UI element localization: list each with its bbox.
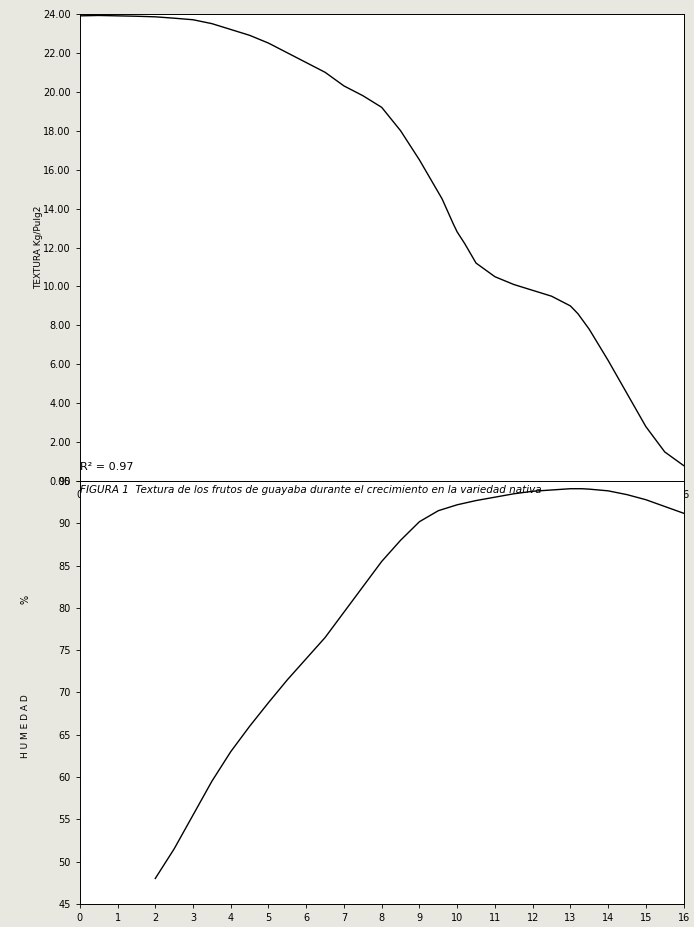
Y-axis label: TEXTURA Kg/Pulg2: TEXTURA Kg/Pulg2 bbox=[35, 206, 43, 289]
Text: %: % bbox=[20, 595, 31, 604]
Text: FIGURA 1  Textura de los frutos de guayaba durante el crecimiento en la variedad: FIGURA 1 Textura de los frutos de guayab… bbox=[80, 486, 541, 495]
Text: R² = 0.97: R² = 0.97 bbox=[80, 463, 133, 472]
Text: H U M E D A D: H U M E D A D bbox=[21, 694, 30, 758]
X-axis label: S E M A N A S: S E M A N A S bbox=[344, 504, 419, 514]
